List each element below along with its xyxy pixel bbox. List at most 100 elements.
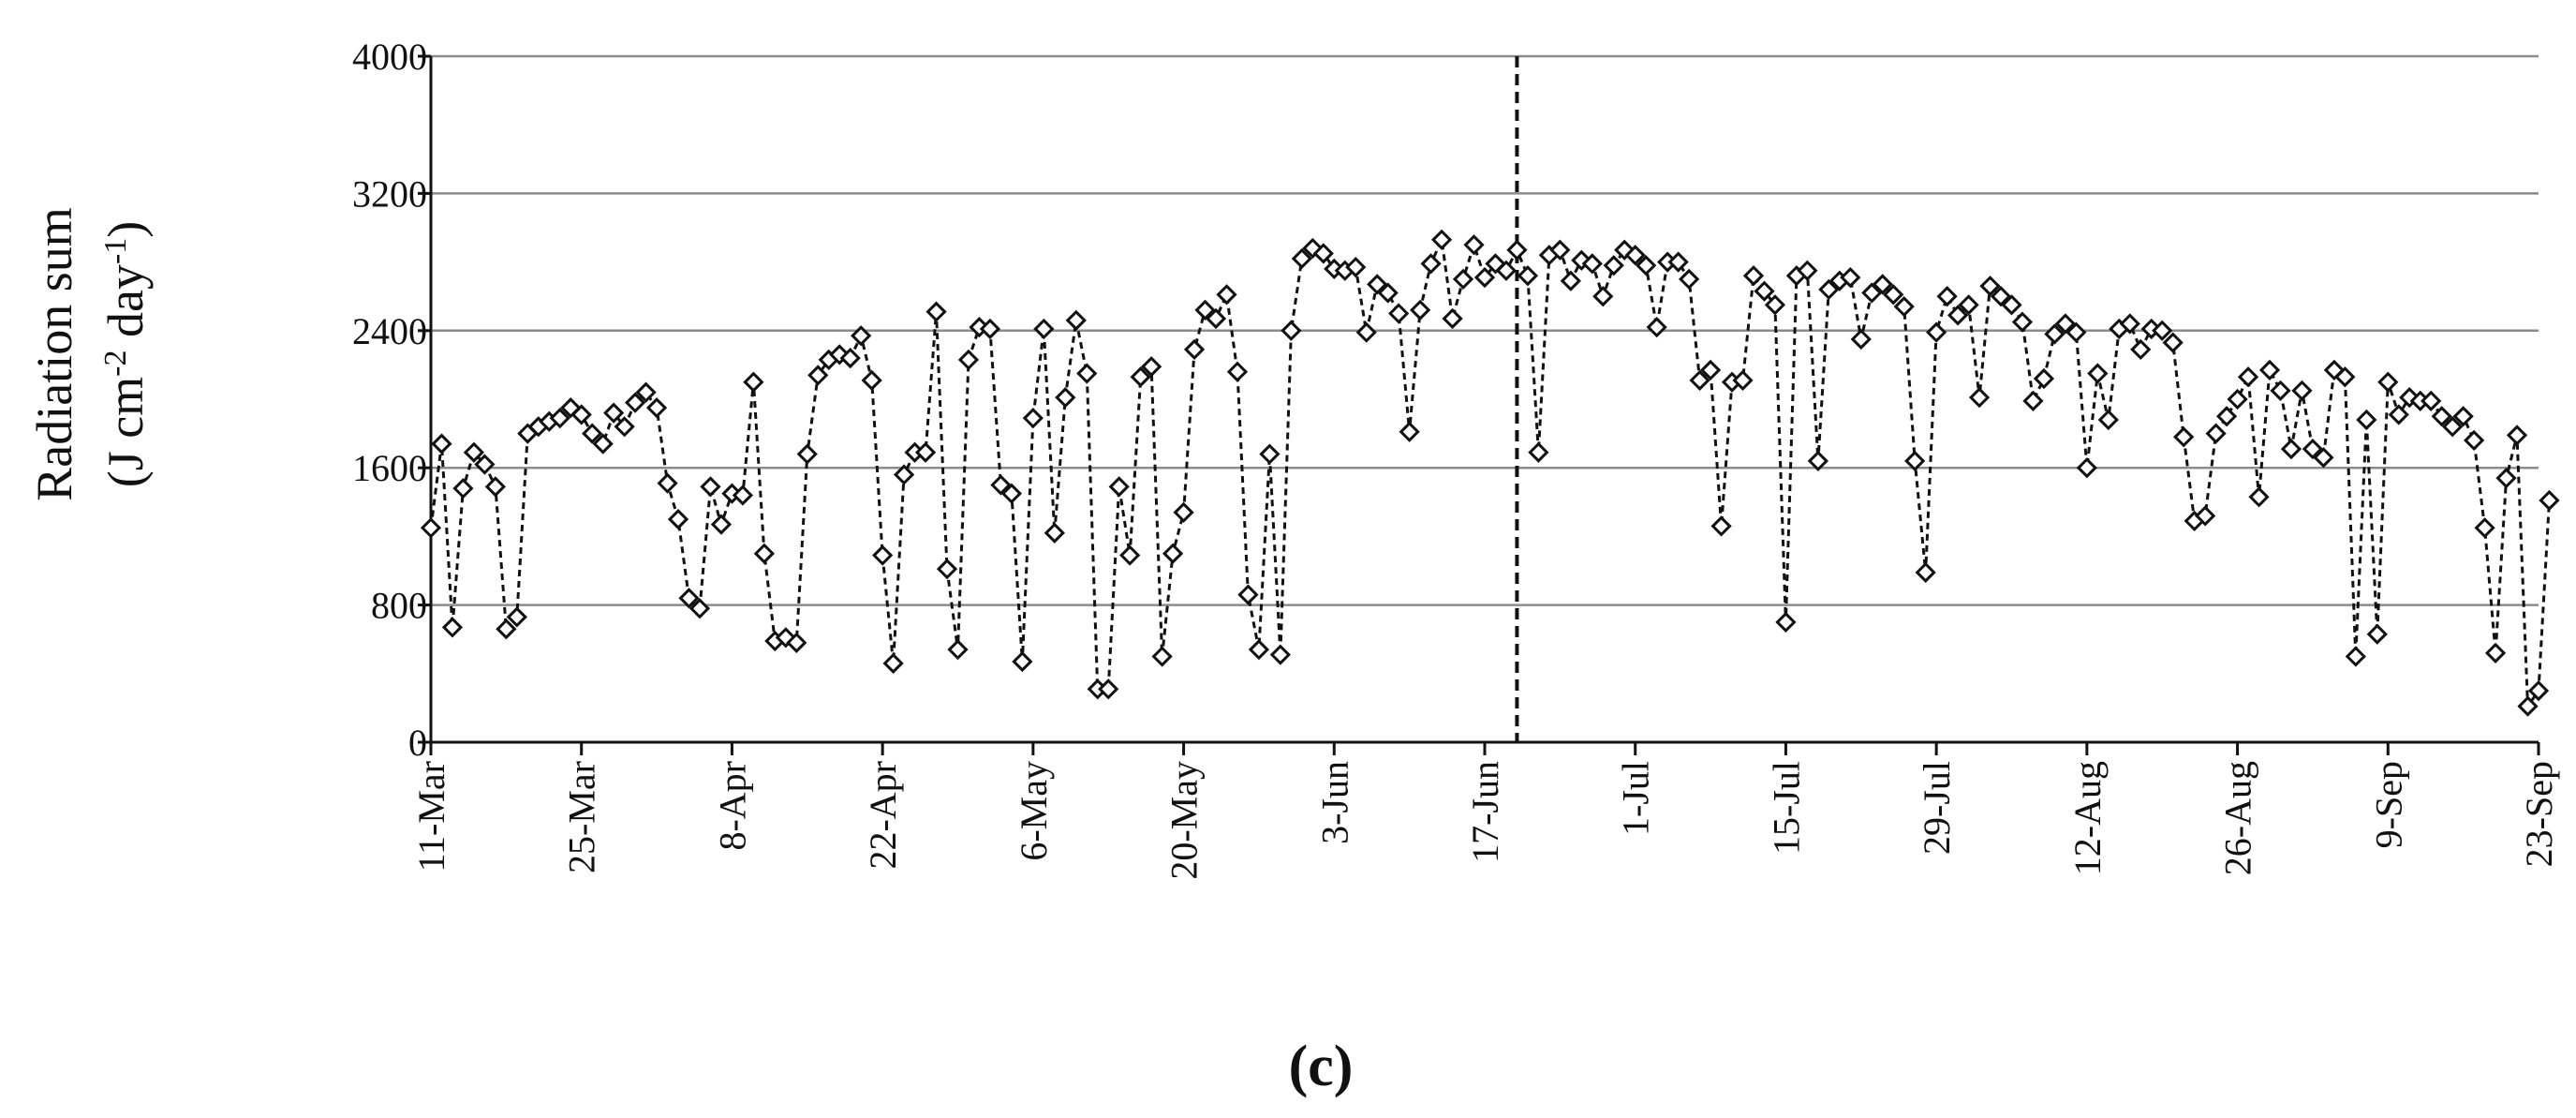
data-point: [2215, 406, 2238, 427]
data-point: [1968, 387, 1991, 409]
x-tick-label: 6-May: [1013, 761, 1055, 861]
data-point: [1055, 387, 1076, 409]
x-tick-labels: 11-Mar 25-Mar 8-Apr 22-Apr 6-May 20-May 3-Jun 1…: [410, 761, 2560, 880]
data-point: [1581, 253, 1603, 275]
data-point: [2527, 679, 2550, 702]
data-point: [2345, 646, 2366, 667]
data-point: [2452, 406, 2474, 427]
data-point: [1377, 282, 1399, 304]
data-point: [570, 404, 592, 425]
data-point: [1818, 278, 1840, 301]
data-point: [1678, 268, 1700, 291]
data-point: [1388, 303, 1410, 324]
data-point: [1141, 356, 1162, 378]
data-point: [645, 397, 668, 419]
data-point: [2087, 363, 2109, 384]
data-point: [549, 408, 570, 429]
data-point: [1732, 369, 1754, 391]
panel-label: (c): [1289, 1035, 1354, 1098]
y-tick-label: 3200: [352, 172, 427, 215]
data-point: [1754, 280, 1775, 302]
data-point: [2044, 323, 2065, 345]
data-point: [1281, 320, 1302, 341]
data-point: [1775, 611, 1797, 634]
data-point: [1990, 286, 2012, 307]
data-point: [592, 433, 614, 455]
data-point: [1528, 441, 1549, 463]
y-axis-title-line1: Radiation sum: [26, 207, 82, 500]
data-point: [2237, 366, 2259, 388]
data-point: [979, 318, 1001, 340]
data-point: [1012, 650, 1033, 673]
data-point: [2011, 311, 2034, 333]
data-point: [1592, 286, 1614, 307]
data-point: [2097, 409, 2119, 431]
data-point: [1312, 243, 1334, 264]
data-point: [2054, 313, 2077, 335]
y-tick-label: 1600: [352, 447, 427, 489]
data-point: [1807, 450, 1828, 472]
data-point: [2474, 517, 2495, 539]
data-point: [1646, 317, 1667, 338]
data-point: [1742, 265, 1765, 287]
data-point: [667, 508, 689, 530]
data-point: [474, 454, 496, 475]
x-tick-label: 15-Jul: [1765, 761, 1807, 855]
data-point: [1183, 338, 1206, 361]
data-point: [1463, 234, 1485, 256]
x-tick-label: 25-Mar: [561, 761, 603, 873]
y-axis-unit-exp2: -1: [98, 238, 133, 264]
data-point: [1108, 476, 1130, 498]
data-point: [452, 478, 474, 499]
data-point: [2377, 371, 2399, 393]
data-point: [506, 606, 527, 628]
data-point: [2495, 468, 2517, 489]
x-tick-label: 11-Mar: [410, 761, 452, 872]
y-axis-unit-part2: day: [97, 264, 154, 350]
data-point: [582, 423, 603, 444]
data-point: [796, 443, 818, 465]
data-point: [2173, 426, 2195, 448]
data-point: [1216, 284, 1237, 306]
data-point: [1399, 421, 1420, 442]
y-axis-unit-part3: ): [97, 221, 154, 238]
data-point: [1076, 363, 1098, 384]
x-tick-label: 9-Sep: [2367, 761, 2409, 848]
data-point: [1367, 274, 1388, 295]
data-point: [2302, 438, 2324, 460]
data-point: [947, 639, 969, 661]
data-point: [2388, 404, 2409, 425]
data-point: [1904, 450, 1926, 472]
data-point: [1259, 443, 1281, 465]
data-point: [2539, 489, 2560, 512]
x-tick-label: 29-Jul: [1916, 761, 1958, 855]
data-point: [496, 619, 517, 640]
data-point: [732, 484, 754, 506]
data-point: [1764, 294, 1786, 316]
data-point: [1237, 584, 1259, 605]
data-point: [1000, 483, 1023, 504]
data-point: [1065, 309, 1087, 331]
data-point: [710, 514, 733, 535]
y-axis-unit-exp1: -2: [98, 350, 133, 376]
data-point: [1517, 265, 1539, 287]
data-point: [1872, 274, 1893, 295]
data-point: [1979, 276, 2001, 297]
data-point: [1936, 286, 1958, 307]
data-point: [1162, 543, 1184, 564]
data-point: [2334, 366, 2356, 388]
data-point: [990, 474, 1012, 496]
data-point: [2076, 457, 2097, 479]
data-point: [1022, 408, 1044, 429]
data-point: [1689, 369, 1710, 391]
data-point: [1205, 307, 1227, 330]
y-tick-label: 4000: [352, 36, 427, 78]
data-point: [2313, 447, 2334, 469]
data-point: [1226, 361, 1249, 382]
data-point: [603, 402, 625, 424]
data-point: [1442, 307, 1463, 330]
data-point: [2464, 429, 2485, 452]
x-tick-label: 12-Aug: [2066, 761, 2109, 875]
data-point: [2001, 294, 2022, 316]
